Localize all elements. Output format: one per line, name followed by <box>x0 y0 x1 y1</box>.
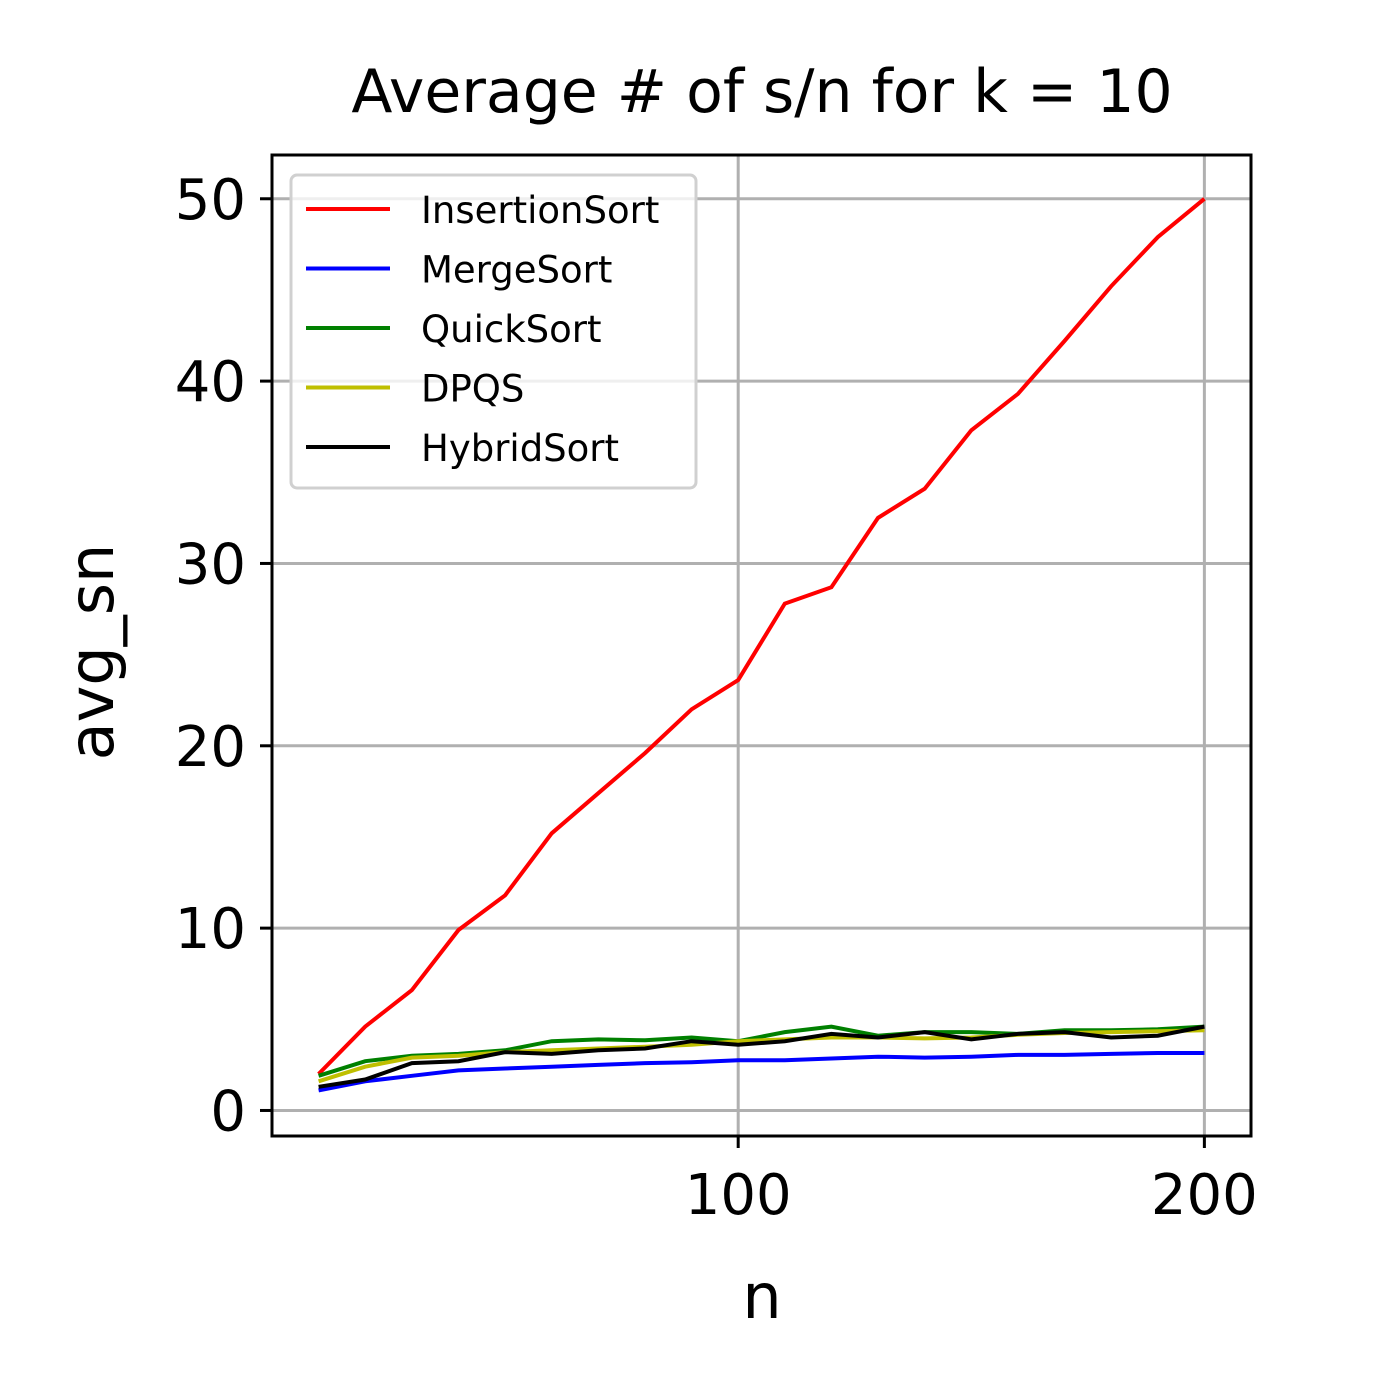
series-line-insertionsort <box>317 197 1206 1076</box>
legend-box <box>289 173 698 490</box>
y-tick-label: 0 <box>210 1079 246 1144</box>
series-lines <box>317 197 1206 1093</box>
x-tick-label: 200 <box>1151 1163 1258 1228</box>
legend-label-hybridsort: HybridSort <box>421 427 619 470</box>
legend: InsertionSort MergeSort QuickSort DPQS Hybri… <box>289 173 698 490</box>
axis-ticks: 0 10 20 30 40 50 100 200 <box>175 168 1258 1228</box>
plot-frame <box>270 153 1253 1138</box>
y-axis-label: avg_sn <box>55 544 128 761</box>
x-axis-label: n <box>742 1260 781 1333</box>
y-tick-label: 50 <box>175 168 246 233</box>
chart-title: Average # of s/n for k = 10 <box>351 57 1172 127</box>
legend-label-dpqs: DPQS <box>421 368 524 411</box>
series-line-hybridsort <box>318 1024 1205 1089</box>
y-tick-label: 40 <box>175 350 246 415</box>
series-line-mergesort <box>318 1051 1205 1093</box>
legend-label-insertionsort: InsertionSort <box>421 189 659 232</box>
y-tick-label: 10 <box>175 897 246 962</box>
legend-label-quicksort: QuickSort <box>421 308 601 351</box>
legend-label-mergesort: MergeSort <box>421 249 612 292</box>
y-tick-label: 30 <box>175 532 246 597</box>
x-tick-label: 100 <box>685 1163 792 1228</box>
y-tick-label: 20 <box>175 715 246 780</box>
